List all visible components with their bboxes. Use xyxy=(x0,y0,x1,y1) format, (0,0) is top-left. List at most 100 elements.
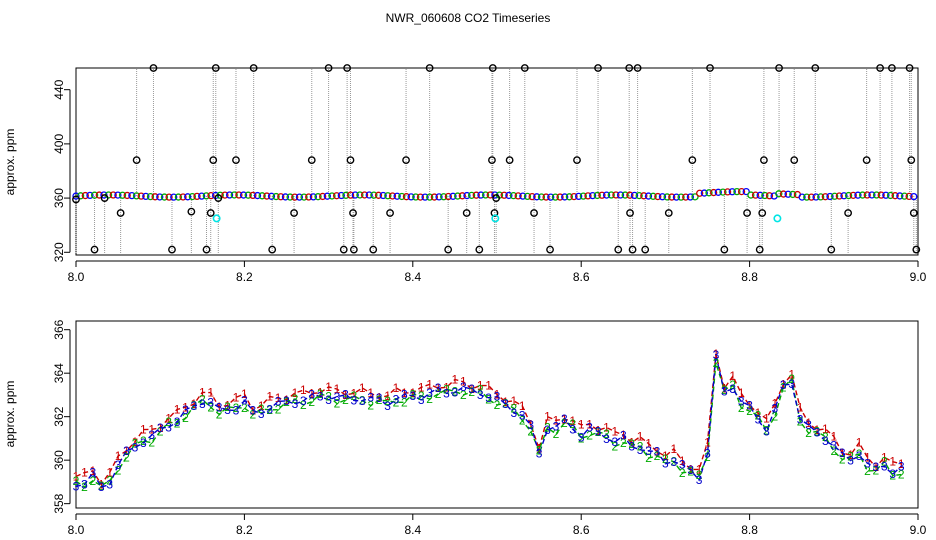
baseline-point xyxy=(151,193,159,201)
cyan-point xyxy=(212,214,221,223)
series-marker-1: 1 xyxy=(174,402,181,416)
series-marker-3: 3 xyxy=(73,479,80,493)
series-marker-2: 2 xyxy=(788,372,795,386)
series-marker-2: 2 xyxy=(258,402,265,416)
series-marker-3: 3 xyxy=(384,399,391,413)
series-line-1 xyxy=(75,353,902,486)
series-marker-1: 1 xyxy=(485,379,492,393)
series-marker-1: 1 xyxy=(755,406,762,420)
series-marker-2: 2 xyxy=(106,473,113,487)
outlier-point xyxy=(268,245,277,254)
outlier-point xyxy=(149,64,158,72)
series-marker-2: 2 xyxy=(553,427,560,441)
series-marker-1: 1 xyxy=(376,391,383,405)
series-marker-2: 2 xyxy=(687,465,694,479)
baseline-point xyxy=(128,192,136,200)
baseline-point xyxy=(86,191,94,200)
baseline-point xyxy=(374,191,383,199)
outlier-point xyxy=(758,209,767,217)
series-marker-1: 1 xyxy=(889,455,896,469)
baseline-point xyxy=(440,193,448,201)
series-marker-2: 2 xyxy=(494,398,501,412)
series-marker-1: 1 xyxy=(763,412,770,426)
series-marker-2: 2 xyxy=(502,396,509,410)
baseline-point xyxy=(593,191,601,200)
baseline-point xyxy=(272,192,280,201)
bottom-y-tick-label: 358 xyxy=(52,493,66,513)
series-marker-3: 3 xyxy=(485,391,492,405)
baseline-point xyxy=(337,191,345,200)
baseline-point xyxy=(719,188,727,196)
series-marker-1: 1 xyxy=(544,410,551,424)
series-marker-3: 3 xyxy=(409,389,416,403)
series-marker-1: 1 xyxy=(199,385,206,399)
top-y-axis: 320 360 400 440 xyxy=(52,79,71,262)
baseline-point xyxy=(509,192,518,200)
series-marker-1: 1 xyxy=(772,397,779,411)
baseline-point xyxy=(342,191,350,199)
outlier-point xyxy=(907,156,916,165)
series-marker-1: 1 xyxy=(780,378,787,392)
series-marker-3: 3 xyxy=(839,446,846,460)
baseline-point xyxy=(672,193,681,201)
outlier-point xyxy=(790,156,799,165)
baseline-point xyxy=(896,192,904,200)
series-marker-1: 1 xyxy=(527,418,534,432)
baseline-point xyxy=(202,192,210,200)
series-marker-3: 3 xyxy=(881,459,888,473)
series-marker-1: 1 xyxy=(283,393,290,407)
top-plot-frame xyxy=(75,67,919,256)
bottom-x-tick-label: 8.4 xyxy=(404,523,421,537)
outlier-point xyxy=(905,64,914,72)
series-marker-1: 1 xyxy=(435,381,442,395)
series-marker-1: 1 xyxy=(207,386,214,400)
outlier-point xyxy=(349,209,357,217)
baseline-point xyxy=(72,192,80,200)
series-marker-2: 2 xyxy=(839,453,846,467)
baseline-point xyxy=(863,191,871,199)
outlier-point xyxy=(488,64,497,72)
outlier-point xyxy=(490,209,499,217)
series-marker-3: 3 xyxy=(342,388,349,402)
series-marker-2: 2 xyxy=(325,389,332,403)
baseline-point xyxy=(756,191,764,199)
series-marker-2: 2 xyxy=(780,380,787,394)
series-marker-3: 3 xyxy=(233,404,240,418)
series-marker-1: 1 xyxy=(645,437,652,451)
series-marker-1: 1 xyxy=(334,382,341,396)
series-marker-2: 2 xyxy=(595,425,602,439)
outlier-point xyxy=(369,245,378,254)
outlier-point xyxy=(811,64,820,72)
baseline-point xyxy=(291,193,299,201)
series-marker-1: 1 xyxy=(536,442,543,456)
series-marker-1: 1 xyxy=(443,380,450,394)
series-marker-3: 3 xyxy=(182,403,189,417)
baseline-point xyxy=(542,193,550,201)
outlier-point xyxy=(90,245,99,254)
baseline-point xyxy=(384,192,392,200)
baseline-point xyxy=(654,192,662,201)
series-marker-2: 2 xyxy=(73,474,80,488)
outlier-point xyxy=(520,64,529,72)
baseline-point xyxy=(556,193,564,201)
series-marker-3: 3 xyxy=(468,382,475,396)
series-marker-1: 1 xyxy=(409,386,416,400)
series-marker-3: 3 xyxy=(713,348,720,362)
series-marker-2: 2 xyxy=(612,439,619,453)
baseline-point xyxy=(430,193,439,201)
outlier-point xyxy=(625,64,634,72)
outlier-point xyxy=(116,209,125,217)
series-marker-3: 3 xyxy=(612,435,619,449)
series-marker-3: 3 xyxy=(603,432,610,446)
baseline-point xyxy=(537,193,546,201)
series-marker-3: 3 xyxy=(805,418,812,432)
baseline-point xyxy=(640,192,648,200)
series-marker-2: 2 xyxy=(830,444,837,458)
series-marker-2: 2 xyxy=(224,400,231,414)
baseline-point xyxy=(77,192,85,200)
outlier-point xyxy=(743,209,751,217)
series-marker-2: 2 xyxy=(468,385,475,399)
baseline-point xyxy=(728,188,736,196)
top-x-tick-label: 8.8 xyxy=(741,270,758,284)
baseline-point xyxy=(444,192,453,201)
